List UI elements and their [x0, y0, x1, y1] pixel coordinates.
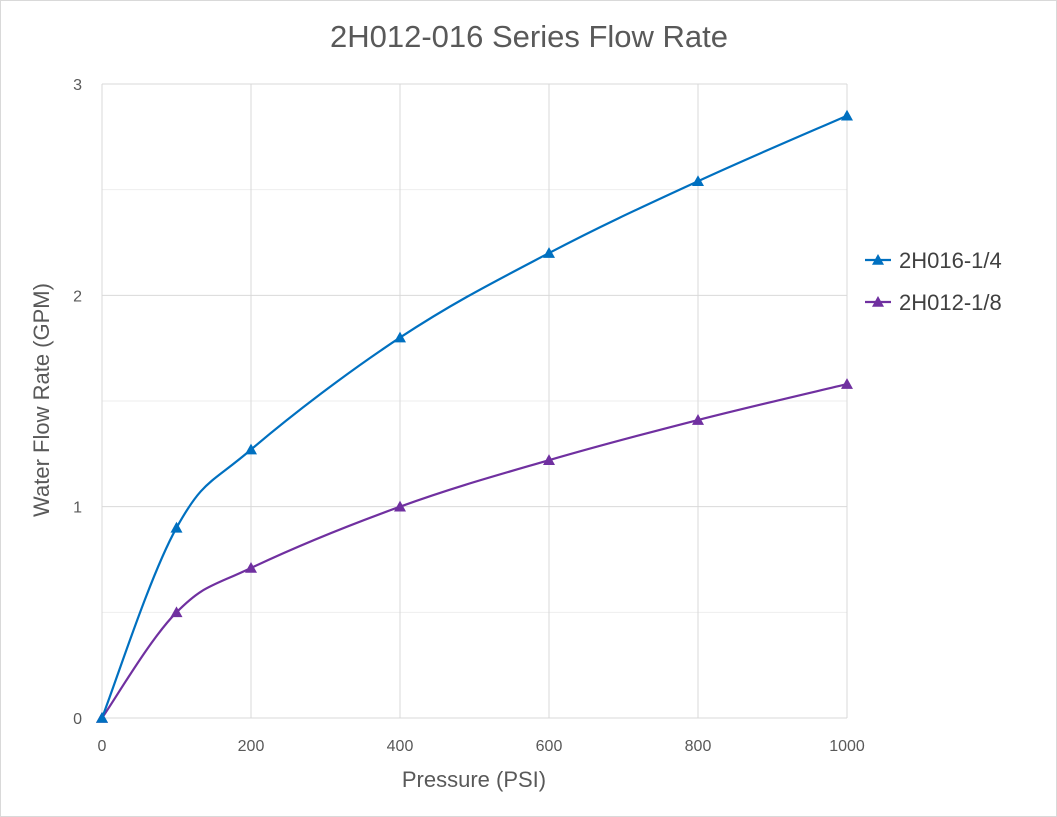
legend: 2H016-1/4 2H012-1/8 [865, 248, 1002, 315]
data-point-marker [245, 561, 257, 573]
x-tick-label: 0 [98, 738, 107, 755]
chart-title: 2H012-016 Series Flow Rate [330, 19, 728, 54]
series-line [101, 383, 848, 719]
tick-layer: 0 200 400 600 800 1000 0 1 2 3 [73, 77, 865, 755]
legend-marker [872, 296, 884, 307]
x-tick-label: 1000 [829, 738, 865, 755]
series-layer [96, 109, 853, 723]
data-point-marker [394, 500, 406, 512]
data-point-marker [841, 109, 853, 121]
data-point-marker [692, 175, 704, 187]
data-point-marker [245, 443, 257, 455]
y-tick-label: 0 [73, 711, 82, 728]
y-tick-label: 2 [73, 288, 82, 305]
series-line [100, 114, 848, 719]
x-tick-label: 400 [387, 738, 414, 755]
x-axis-title: Pressure (PSI) [402, 767, 546, 792]
data-point-marker [543, 454, 555, 465]
grid-layer [101, 83, 848, 719]
data-point-marker [692, 414, 704, 425]
legend-label: 2H016-1/4 [899, 248, 1002, 273]
legend-item: 2H016-1/4 [865, 248, 1002, 273]
legend-label: 2H012-1/8 [899, 290, 1002, 315]
legend-item: 2H012-1/8 [865, 290, 1002, 315]
y-axis-title: Water Flow Rate (GPM) [29, 283, 54, 517]
y-tick-label: 1 [73, 500, 82, 517]
data-point-marker [96, 712, 108, 723]
series-1 [96, 109, 853, 723]
data-point-marker [543, 247, 555, 258]
data-point-marker [170, 606, 183, 618]
x-tick-label: 800 [685, 738, 712, 755]
data-point-marker [170, 521, 183, 533]
series-2 [96, 378, 853, 723]
y-tick-label: 3 [73, 77, 82, 94]
data-point-marker [841, 378, 853, 389]
x-tick-label: 600 [536, 738, 563, 755]
data-point-marker [394, 331, 406, 343]
x-tick-label: 200 [238, 738, 265, 755]
legend-marker [872, 254, 884, 265]
